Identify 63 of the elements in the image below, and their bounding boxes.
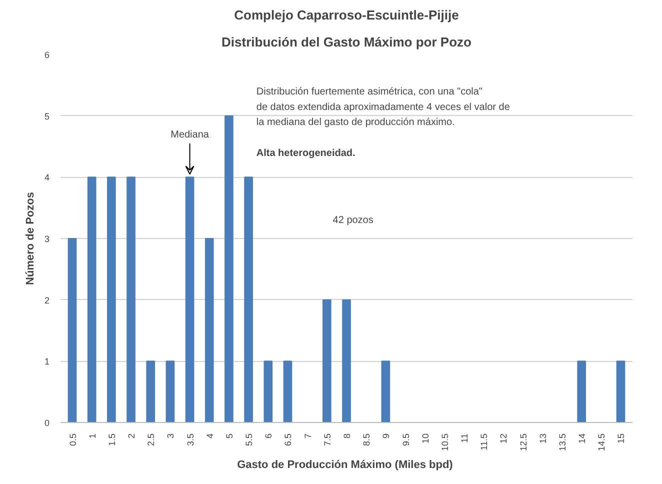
- x-tick-label: 6: [264, 433, 274, 439]
- x-tick-label: 14: [577, 433, 588, 444]
- x-tick-label: 12.5: [518, 433, 528, 452]
- x-tick-label: 2.5: [146, 433, 156, 446]
- x-tick-label: 5: [224, 433, 234, 439]
- y-tick-label: 3: [44, 234, 50, 244]
- y-tick-label: 4: [44, 172, 50, 183]
- x-tick-label: 9: [381, 433, 392, 439]
- bar: [68, 238, 77, 422]
- bar: [126, 176, 136, 422]
- x-tick-label: 1.5: [106, 433, 117, 446]
- bar: [166, 360, 175, 422]
- x-tick-label: 0.5: [68, 433, 78, 446]
- y-tick-label: 5: [44, 111, 50, 122]
- x-tick-label: 13: [538, 433, 548, 444]
- x-tick-label: 15: [616, 433, 626, 444]
- x-tick-label: 14.5: [596, 433, 607, 452]
- bar: [224, 115, 234, 422]
- annotation: Alta heterogeneidad.: [256, 148, 356, 159]
- x-tick-label: 7.5: [322, 433, 332, 446]
- y-tick-label: 0: [44, 418, 50, 428]
- bar: [204, 238, 214, 422]
- x-tick-label: 3.5: [185, 433, 196, 446]
- chart-title: Complejo Caparroso-Escuintle-Pijije: [234, 8, 459, 22]
- chart-subtitle: Distribución del Gasto Máximo por Pozo: [222, 34, 472, 50]
- bar: [322, 299, 332, 422]
- x-tick-label: 7: [302, 433, 313, 439]
- x-tick-label: 1: [87, 433, 98, 439]
- x-tick-label: 6.5: [283, 433, 294, 446]
- bar: [107, 176, 116, 422]
- bar: [244, 176, 253, 422]
- annotation: la mediana del gasto de producción máximo.: [256, 117, 455, 128]
- bar: [146, 360, 156, 422]
- y-tick-label: 6: [44, 50, 50, 60]
- bar: [381, 360, 390, 422]
- x-tick-label: 3: [166, 433, 176, 439]
- x-tick-label: 10: [420, 433, 430, 444]
- y-axis-title: Número de Pozos: [24, 192, 36, 285]
- x-tick-label: 8: [342, 433, 352, 439]
- x-tick-label: 11.5: [479, 433, 490, 450]
- bar: [577, 360, 586, 422]
- bar: [342, 299, 351, 422]
- y-tick-label: 1: [44, 356, 50, 367]
- x-tick-label: 13.5: [557, 433, 568, 452]
- x-tick-label: 2: [126, 433, 137, 439]
- x-tick-label: 11: [460, 434, 470, 443]
- bar: [185, 176, 194, 422]
- annotation: de datos extendida aproximadamente 4 veces el valor de: [256, 102, 510, 113]
- x-tick-label: 9.5: [400, 433, 411, 446]
- bar: [87, 176, 96, 422]
- annotation: Mediana: [170, 129, 210, 140]
- annotation: 42 pozos: [332, 215, 374, 226]
- x-tick-label: 10.5: [440, 433, 450, 452]
- y-tick-label: 2: [44, 295, 50, 306]
- x-tick-label: 8.5: [362, 433, 372, 446]
- x-tick-label: 4: [204, 433, 215, 439]
- annotation: Distribución fuertemente asimétrica, con una "cola": [256, 86, 483, 98]
- x-tick-label: 12: [498, 433, 509, 444]
- bar: [283, 360, 292, 422]
- bar: [264, 360, 273, 422]
- x-axis-title: Gasto de Producción Máximo (Miles bpd): [237, 459, 454, 472]
- bar: [616, 360, 626, 422]
- x-tick-label: 5.5: [244, 433, 254, 446]
